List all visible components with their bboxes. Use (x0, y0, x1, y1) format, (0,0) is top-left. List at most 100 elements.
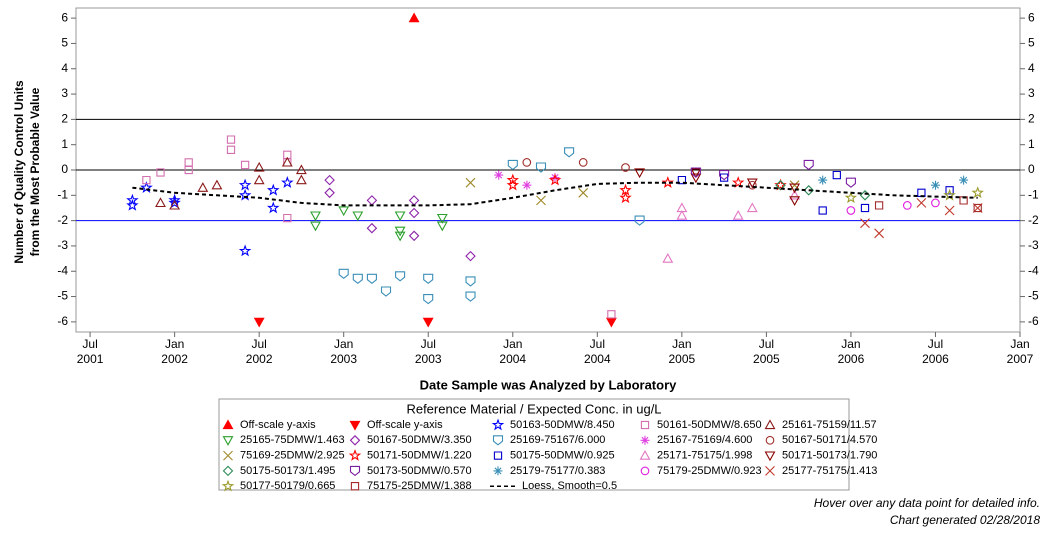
x-tick-label: Jan 2003 (330, 337, 358, 366)
legend-marker (491, 418, 505, 431)
data-point (548, 173, 562, 186)
data-point (168, 196, 181, 209)
data-point (423, 294, 434, 305)
data-point (972, 203, 983, 213)
data-point (916, 198, 927, 208)
y-tick-label: -2 (57, 213, 68, 227)
legend-label: 50171-50DMW/1.220 (367, 450, 472, 462)
legend-label: 75169-25DMW/2.925 (240, 450, 345, 462)
legend-label: 25167-75169/4.600 (657, 434, 752, 446)
x-tick-label: Jul 2003 (414, 337, 442, 366)
legend-label: 50173-50DMW/0.570 (367, 465, 472, 477)
data-point (465, 276, 476, 287)
x-tick-label: Jan 2002 (161, 337, 188, 366)
data-point (732, 209, 744, 220)
legend-marker (764, 419, 776, 430)
data-point (506, 178, 520, 191)
data-point (661, 176, 675, 189)
legend-label: 25165-75DMW/1.463 (240, 434, 345, 446)
data-point (522, 180, 532, 190)
legend-marker (348, 449, 362, 461)
data-point (605, 317, 617, 328)
data-point (844, 191, 858, 204)
data-point (380, 286, 392, 297)
legend-title: Reference Material / Expected Conc. in u… (406, 401, 661, 416)
legend-label: 50163-50DMW/8.450 (510, 419, 615, 431)
data-point (226, 135, 236, 144)
y2-tick-label: 1 (1028, 137, 1035, 151)
data-point (971, 186, 984, 199)
y-tick-label: 0 (61, 162, 68, 176)
data-point (352, 273, 363, 285)
legend-marker (222, 436, 234, 446)
data-point (465, 250, 476, 262)
legend-marker (493, 466, 503, 476)
legend-label: Off-scale y-axis (367, 419, 443, 431)
y-tick-label: 2 (61, 112, 68, 126)
data-point (310, 221, 321, 232)
y-axis-label: from the Most Probable Value (28, 87, 42, 256)
data-point (281, 156, 293, 167)
data-point (535, 162, 547, 173)
y2-tick-label: 6 (1028, 10, 1035, 24)
legend-label: 25171-75175/1.998 (657, 450, 752, 462)
y-tick-label: 4 (61, 61, 68, 75)
data-point (690, 173, 702, 184)
legend-frame (218, 398, 850, 491)
note: Hover over any data point for detailed i… (814, 496, 1040, 510)
legend-marker (764, 451, 776, 462)
data-point (366, 195, 378, 206)
data-point (184, 158, 193, 167)
data-point (507, 159, 518, 171)
data-point (944, 205, 955, 216)
y-tick-label: -5 (57, 289, 68, 303)
y-tick-label: -6 (57, 314, 68, 328)
legend-marker (765, 466, 775, 476)
y-tick-label: 6 (61, 10, 68, 24)
data-point (522, 158, 532, 167)
legend-marker (349, 420, 361, 431)
data-point (281, 176, 294, 189)
legend-label: 50167-50DMW/3.350 (367, 434, 472, 446)
y2-tick-label: 5 (1028, 36, 1035, 50)
x-tick-label: Jul 2002 (245, 337, 273, 366)
data-point (408, 230, 420, 242)
legend-marker (640, 420, 650, 430)
legend-marker (640, 466, 650, 476)
data-point (169, 199, 181, 210)
y2-tick-label: 2 (1028, 112, 1035, 126)
data-point (465, 291, 476, 302)
data-point (226, 145, 236, 154)
data-point (719, 173, 729, 182)
y2-tick-label: -1 (1028, 187, 1039, 201)
data-point (789, 183, 801, 194)
data-point (874, 228, 884, 239)
data-point (746, 202, 758, 213)
data-point (846, 206, 856, 215)
data-point (607, 310, 616, 319)
y2-tick-label: 3 (1028, 86, 1035, 100)
data-point (621, 163, 630, 172)
data-point (690, 168, 702, 179)
data-point (634, 168, 646, 179)
x-tick-label: Jul 2006 (922, 337, 949, 366)
legend-marker (765, 435, 775, 445)
data-point (845, 177, 856, 188)
y-axis-label: Number of Quality Control Units (12, 80, 26, 264)
data-point (266, 183, 280, 196)
x-axis-label: Date Sample was Analyzed by Laboratory (420, 377, 677, 392)
data-point (408, 12, 420, 23)
loess-line (132, 181, 978, 207)
y2-tick-label: 0 (1028, 162, 1035, 176)
data-point (676, 209, 688, 220)
legend-label: 50161-50DMW/8.650 (657, 419, 762, 431)
data-point (295, 164, 307, 175)
data-point (902, 201, 912, 210)
data-point (973, 203, 982, 213)
y-tick-label: -4 (57, 263, 68, 277)
data-point (338, 206, 350, 217)
data-point (168, 193, 181, 206)
data-point (324, 187, 335, 199)
